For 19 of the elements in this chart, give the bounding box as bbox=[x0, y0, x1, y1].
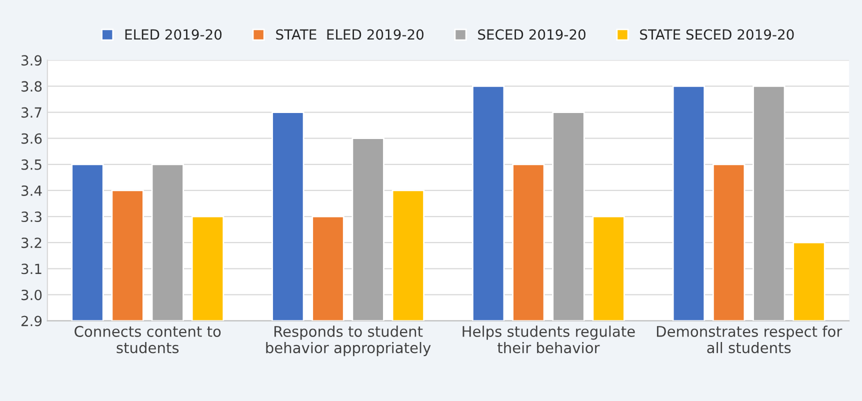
y-tick-label: 3.5 bbox=[22, 159, 42, 170]
legend-label: STATE ELED 2019-20 bbox=[276, 29, 424, 40]
legend-label: STATE SECED 2019-20 bbox=[640, 29, 794, 40]
y-tick-label: 3.0 bbox=[22, 290, 42, 300]
y-tick-label: 3.4 bbox=[22, 185, 42, 196]
x-tick-label: Connects content to students bbox=[74, 326, 221, 354]
y-tick-label: 2.9 bbox=[21, 316, 42, 326]
y-tick-label: 3.6 bbox=[22, 133, 42, 144]
x-tick-label: Responds to student behavior appropriately bbox=[266, 326, 431, 356]
y-tick-label: 3.3 bbox=[22, 212, 42, 222]
x-tick-label: Helps students regulate their behavior bbox=[462, 326, 635, 354]
y-tick-label: 3.8 bbox=[22, 81, 42, 92]
y-tick-label: 3.9 bbox=[22, 55, 42, 66]
x-tick-label: Demonstrates respect for all students bbox=[656, 326, 842, 354]
y-tick-label: 3.7 bbox=[22, 107, 42, 118]
legend-label: ELED 2019-20 bbox=[125, 29, 222, 40]
legend-label: SECED 2019-20 bbox=[478, 29, 586, 40]
y-tick-label: 3.1 bbox=[22, 264, 42, 274]
y-tick-label: 3.2 bbox=[22, 238, 42, 248]
